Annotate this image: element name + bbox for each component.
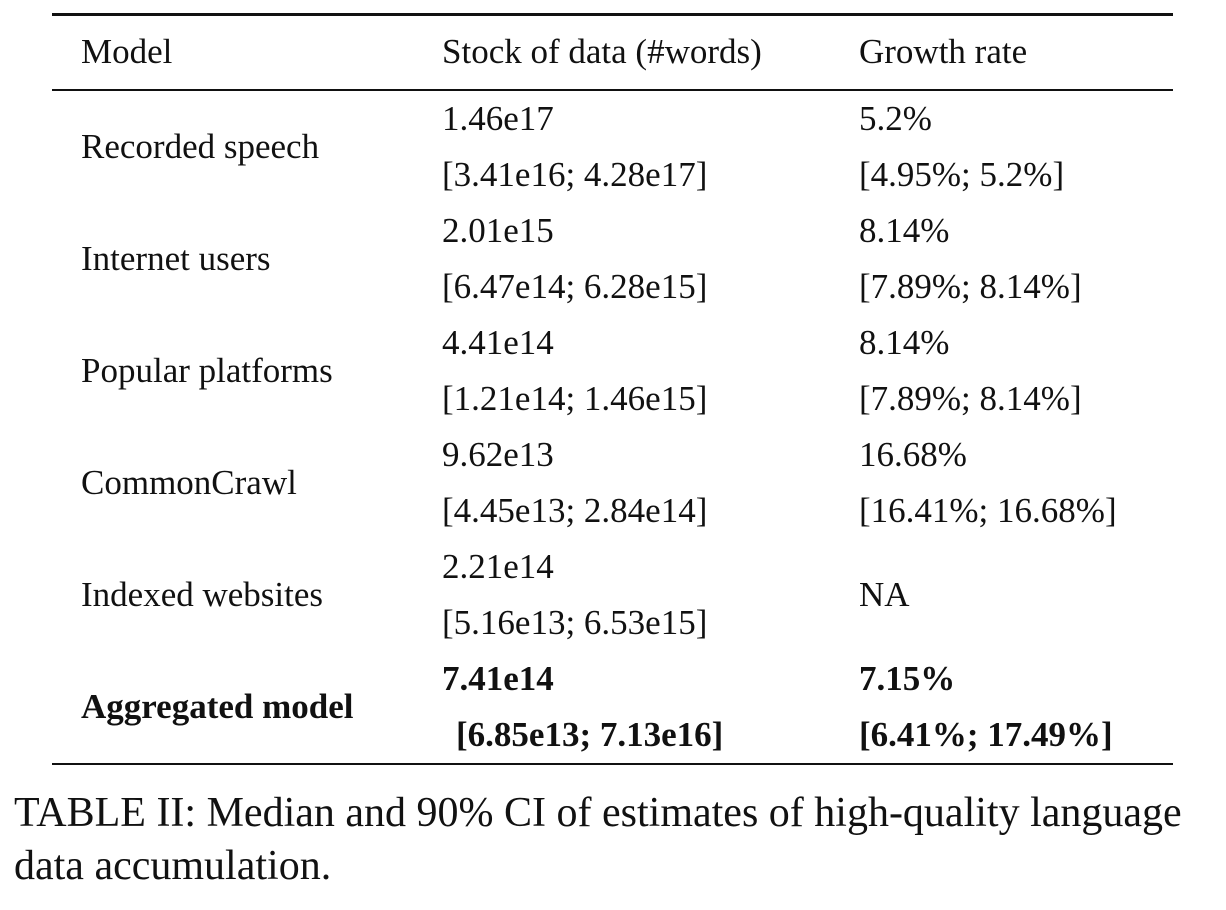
growth-median: 5.2% (859, 99, 932, 138)
table-caption: TABLE II: Median and 90% CI of estimates… (14, 790, 1182, 889)
stock-ci: [5.16e13; 6.53e15] (442, 603, 708, 642)
stock-ci: [4.45e13; 2.84e14] (442, 491, 708, 530)
row-stock-cell: 2.21e14 [5.16e13; 6.53e15] (413, 539, 830, 651)
stock-median: 9.62e13 (442, 435, 554, 474)
row-model-label: Indexed websites (81, 575, 324, 614)
table-body: Recorded speech 1.46e17 [3.41e16; 4.28e1… (52, 91, 1173, 763)
row-growth-cell: 5.2% [4.95%; 5.2%] (830, 91, 1173, 203)
growth-median: 8.14% (859, 323, 950, 362)
row-model-label: Popular platforms (81, 351, 333, 390)
growth-ci: [16.41%; 16.68%] (859, 491, 1117, 530)
growth-median: 7.15% (859, 659, 956, 698)
stock-ci: [6.85e13; 7.13e16] (456, 715, 724, 754)
growth-ci: [7.89%; 8.14%] (859, 267, 1082, 306)
table-header-rule (52, 89, 1173, 91)
header-growth: Growth rate (859, 31, 1028, 71)
row-growth-cell: 8.14% [7.89%; 8.14%] (830, 203, 1173, 315)
growth-ci: [7.89%; 8.14%] (859, 379, 1082, 418)
row-growth-cell: 8.14% [7.89%; 8.14%] (830, 315, 1173, 427)
table-top-rule (52, 13, 1173, 16)
row-model-label: Recorded speech (81, 127, 320, 166)
row-stock-cell: 1.46e17 [3.41e16; 4.28e17] (413, 91, 830, 203)
table-row: Indexed websites 2.21e14 [5.16e13; 6.53e… (52, 539, 1173, 651)
header-stock: Stock of data (#words) (442, 31, 762, 71)
growth-median: 8.14% (859, 211, 950, 250)
stock-median: 4.41e14 (442, 323, 554, 362)
table-header-row: Model Stock of data (#words) Growth rate (52, 16, 1173, 89)
table-row: Recorded speech 1.46e17 [3.41e16; 4.28e1… (52, 91, 1173, 203)
row-growth-cell: 16.68% [16.41%; 16.68%] (830, 427, 1173, 539)
table-row-aggregate: Aggregated model 7.41e14 [6.85e13; 7.13e… (52, 651, 1173, 763)
row-growth-cell: 7.15% [6.41%; 17.49%] (830, 651, 1173, 763)
row-model-label: Internet users (81, 239, 271, 278)
stock-median: 1.46e17 (442, 99, 554, 138)
header-model: Model (81, 31, 173, 71)
table-row: Internet users 2.01e15 [6.47e14; 6.28e15… (52, 203, 1173, 315)
row-stock-cell: 2.01e15 [6.47e14; 6.28e15] (413, 203, 830, 315)
row-stock-cell: 9.62e13 [4.45e13; 2.84e14] (413, 427, 830, 539)
stock-ci: [3.41e16; 4.28e17] (442, 155, 708, 194)
stock-ci: [6.47e14; 6.28e15] (442, 267, 708, 306)
stock-median: 7.41e14 (442, 659, 554, 698)
table-row: CommonCrawl 9.62e13 [4.45e13; 2.84e14] 1… (52, 427, 1173, 539)
row-model-label: Aggregated model (81, 687, 354, 726)
growth-ci: [4.95%; 5.2%] (859, 155, 1065, 194)
table-row: Popular platforms 4.41e14 [1.21e14; 1.46… (52, 315, 1173, 427)
growth-median: 16.68% (859, 435, 967, 474)
growth-na: NA (859, 575, 910, 614)
row-stock-cell: 7.41e14 [6.85e13; 7.13e16] (413, 651, 830, 763)
row-stock-cell: 4.41e14 [1.21e14; 1.46e15] (413, 315, 830, 427)
estimates-table: Model Stock of data (#words) Growth rate… (52, 13, 1173, 765)
stock-ci: [1.21e14; 1.46e15] (442, 379, 708, 418)
stock-median: 2.21e14 (442, 547, 554, 586)
stock-median: 2.01e15 (442, 211, 554, 250)
row-growth-cell: NA (830, 539, 1173, 651)
growth-ci: [6.41%; 17.49%] (859, 715, 1113, 754)
table-bottom-rule (52, 763, 1173, 765)
row-model-label: CommonCrawl (81, 463, 297, 502)
